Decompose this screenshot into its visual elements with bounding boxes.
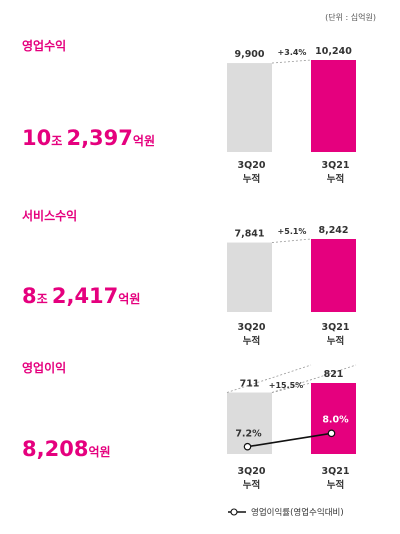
rate-label-3q20: 7.2% (235, 429, 262, 440)
value-label-3q21: 8,242 (318, 225, 348, 236)
growth-connector (271, 59, 312, 64)
tick-label-3q20: 3Q20 (238, 322, 266, 333)
total-number-major: 8 (22, 284, 37, 308)
legend-label: 영업이익률(영업수익대비) (251, 507, 344, 518)
total-number: 8,208 (22, 437, 88, 461)
total-figure: 8조 2,417억원 (22, 284, 140, 308)
value-label-3q20: 711 (240, 379, 260, 390)
value-label-3q20: 9,900 (234, 49, 264, 60)
total-figure: 10조 2,397억원 (22, 126, 155, 150)
tick-label-3q21: 3Q21 (322, 160, 350, 171)
bar-3q21 (311, 383, 356, 454)
tick-label-3q20: 3Q20 (238, 160, 266, 171)
legend-marker-icon (230, 508, 238, 516)
value-label-3q21: 821 (324, 369, 344, 380)
legend: 영업이익률(영업수익대비) (228, 507, 344, 518)
rate-point-3q20 (243, 442, 252, 451)
tick-sub-label-3q20: 누적 (243, 335, 260, 347)
value-label-3q20: 7,841 (234, 229, 264, 240)
rate-point-3q21 (327, 429, 336, 438)
growth-connector (271, 382, 312, 393)
tick-sub-label-3q20: 누적 (243, 173, 260, 185)
total-unit-major: 조 (37, 292, 48, 306)
total-unit-minor: 억원 (133, 134, 155, 148)
tick-sub-label-3q21: 누적 (327, 335, 344, 347)
growth-label: +3.4% (278, 48, 307, 57)
tick-sub-label-3q20: 누적 (243, 479, 260, 491)
chart-section-3: 영업이익 8,208억원 711 821 +15.5% 3Q20 누적 3Q21 누적 7.2% 8… (22, 360, 357, 518)
section-title: 영업이익 (22, 360, 66, 375)
total-number-minor: 2,397 (66, 126, 132, 150)
growth-connector-left (226, 364, 312, 393)
bar-3q20 (227, 242, 272, 312)
growth-connector (271, 238, 312, 243)
tick-sub-label-3q21: 누적 (327, 173, 344, 185)
total-number-minor: 2,417 (52, 284, 118, 308)
bar-3q20 (227, 63, 272, 152)
value-label-3q21: 10,240 (315, 46, 352, 57)
total-unit: 억원 (88, 445, 110, 459)
tick-sub-label-3q21: 누적 (327, 479, 344, 491)
total-unit-major: 조 (51, 134, 62, 148)
chart-section-1: 영업수익 10조 2,397억원 9,900 10,240 +3.4% 3Q20 누적 3Q2… (22, 38, 356, 185)
chart-section-2: 서비스수익 8조 2,417억원 7,841 8,242 +5.1% 3Q20 누적 3Q21… (22, 208, 356, 347)
growth-connector-right (271, 364, 357, 393)
tick-label-3q21: 3Q21 (322, 322, 350, 333)
tick-label-3q21: 3Q21 (322, 466, 350, 477)
total-figure: 8,208억원 (22, 437, 111, 461)
growth-label: +5.1% (278, 227, 307, 236)
bar-3q21 (311, 239, 356, 312)
total-number-major: 10 (22, 126, 51, 150)
unit-note: (단위 : 십억원) (325, 12, 376, 22)
bar-3q21 (311, 60, 356, 152)
total-unit-minor: 억원 (118, 292, 140, 306)
rate-label-3q21: 8.0% (322, 414, 349, 425)
section-title: 서비스수익 (22, 208, 77, 223)
rate-line (247, 432, 332, 448)
section-title: 영업수익 (22, 38, 66, 53)
tick-label-3q20: 3Q20 (238, 466, 266, 477)
growth-label: +15.5% (269, 381, 303, 390)
